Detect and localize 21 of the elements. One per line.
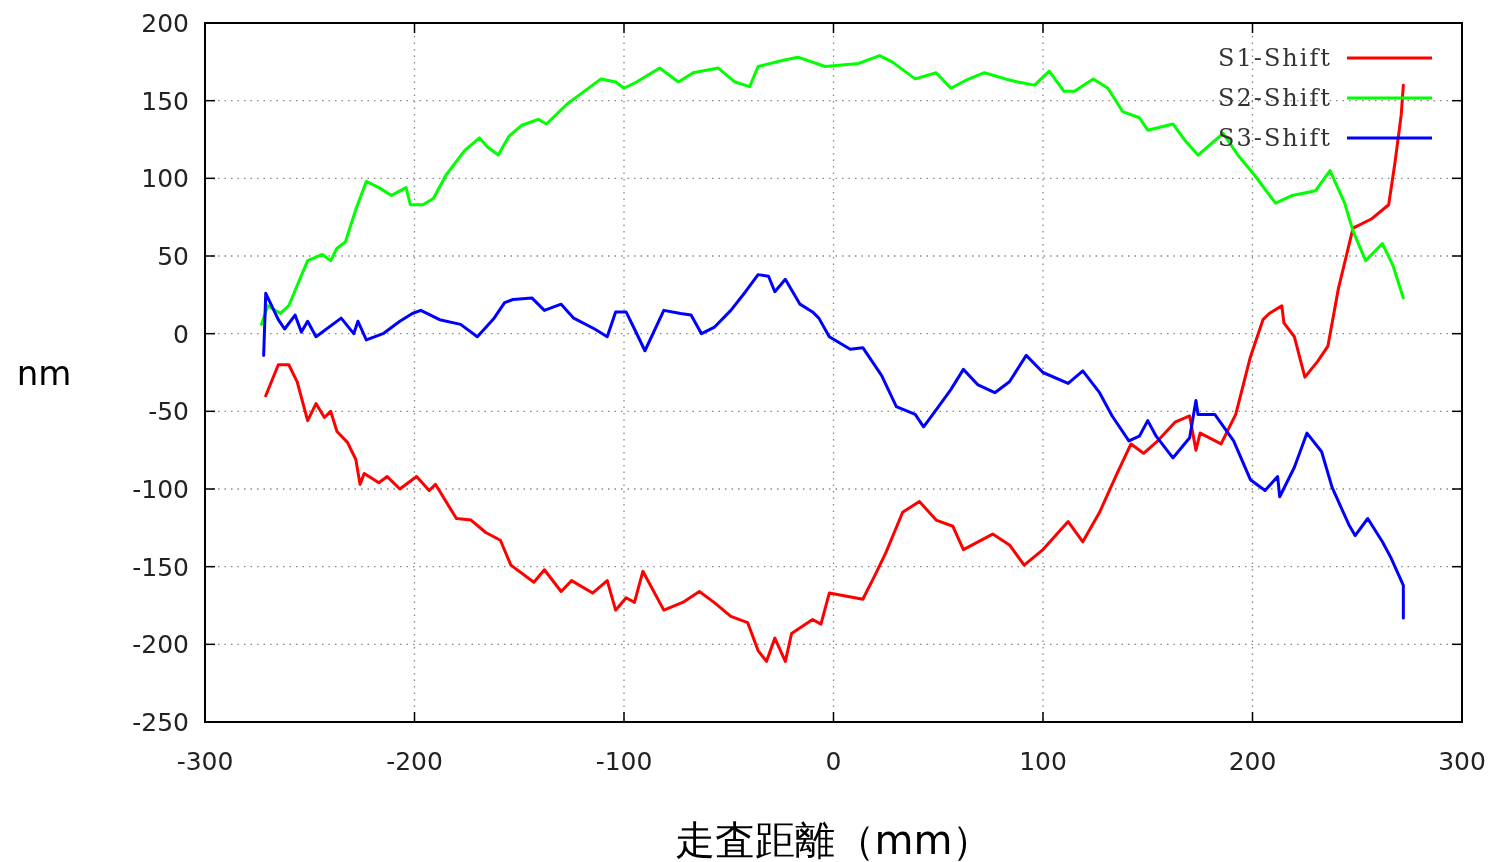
y-tick-label: -200 — [132, 630, 189, 660]
y-tick-label: 200 — [141, 9, 189, 38]
legend-label: S2-Shift — [1218, 84, 1332, 112]
x-tick-label: -100 — [595, 747, 653, 776]
x-tick-label: 100 — [1019, 747, 1067, 776]
x-tick-label: 200 — [1228, 747, 1277, 776]
y-axis-title: nm — [16, 352, 72, 393]
y-tick-label: 100 — [141, 164, 189, 194]
x-tick-label: 300 — [1438, 747, 1486, 776]
y-tick-label: 50 — [157, 242, 189, 271]
x-tick-label: -200 — [386, 747, 443, 776]
y-tick-label: 0 — [173, 319, 189, 349]
x-tick-label: 0 — [825, 747, 842, 776]
y-tick-label: -50 — [148, 397, 189, 427]
y-tick-label: -150 — [132, 552, 189, 582]
y-tick-label: -250 — [132, 708, 189, 737]
y-tick-label: 150 — [141, 86, 189, 116]
legend-label: S1-Shift — [1218, 44, 1332, 72]
x-tick-label: -300 — [176, 747, 234, 776]
x-axis-title: 走査距離（mm） — [674, 817, 993, 862]
y-tick-label: -100 — [132, 475, 189, 504]
